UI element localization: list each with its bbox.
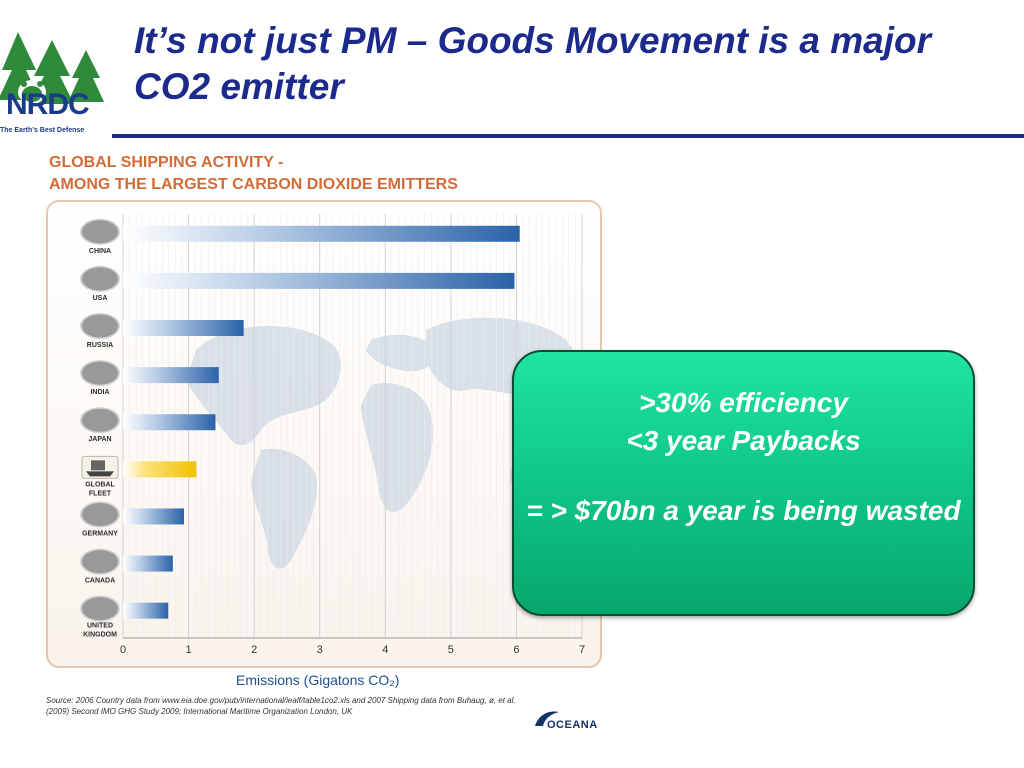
category-label: FLEET [89,490,112,497]
oceana-logo [535,711,559,726]
russia-flag-icon [80,313,120,340]
x-tick-label: 3 [317,644,323,656]
x-tick-label: 7 [579,644,585,656]
callout-efficiency: >30% efficiency [639,387,848,418]
x-tick-label: 5 [448,644,454,656]
china-flag-icon [80,218,120,245]
x-tick-label: 2 [251,644,257,656]
bars [123,225,520,619]
title-divider [112,134,1024,138]
bar [123,272,515,289]
category-label: CHINA [89,248,111,255]
x-tick-labels: 0 1 2 3 4 5 6 7 [120,644,585,656]
germany-flag-icon [80,501,120,528]
category-label: JAPAN [88,436,111,443]
bar [123,461,197,478]
category-label: RUSSIA [87,342,113,349]
bar [123,320,244,337]
bar [123,508,184,525]
logo-tagline: The Earth’s Best Defense [0,127,85,134]
source-note: Source: 2006 Country data from www.eia.d… [46,696,516,716]
category-label: CANADA [85,578,115,585]
category-label: UNITED [87,623,113,630]
category-label: KINGDOM [83,632,117,639]
chart-title-line-2: AMONG THE LARGEST CARBON DIOXIDE EMITTER… [49,176,458,194]
category-label: GERMANY [82,530,118,537]
x-tick-label: 6 [513,644,519,656]
india-flag-icon [80,360,120,387]
japan-flag-icon [80,407,120,434]
bar [123,225,520,242]
ship-icon [81,455,119,479]
category-label: USA [93,295,108,302]
bar [123,367,219,384]
emissions-bar-chart: CHINA USA RUSSIA INDIA JAPAN GLOBAL FLEET GERMA… [46,200,602,668]
category-labels: CHINA USA RUSSIA INDIA JAPAN GLOBAL FLEET GERMA… [80,218,120,639]
callout-waste: = > $70bn a year is being wasted [526,494,961,526]
efficiency-callout: >30% efficiency <3 year Paybacks = > $70… [512,350,975,616]
bar [123,602,169,619]
usa-flag-icon [80,265,120,292]
category-label: GLOBAL [85,481,115,488]
logo-wordmark: NRDC [6,88,90,121]
oceana-wordmark: OCEANA [547,719,598,731]
x-tick-label: 0 [120,644,126,656]
nrdc-logo [0,32,104,104]
slide-title: It’s not just PM – Goods Movement is a m… [134,20,932,107]
uk-flag-icon [80,595,120,622]
callout-payback: <3 year Paybacks [626,424,861,456]
bar [123,414,216,431]
chart-title: GLOBAL SHIPPING ACTIVITY - AMONG THE LAR… [49,152,458,197]
category-label: INDIA [90,389,109,396]
x-tick-label: 1 [186,644,192,656]
bar [123,555,173,572]
x-tick-label: 4 [382,644,388,656]
x-axis-title: Emissions (Gigatons CO₂) [236,672,400,688]
chart-title-line-1: GLOBAL SHIPPING ACTIVITY - [49,154,284,171]
canada-flag-icon [80,548,120,575]
